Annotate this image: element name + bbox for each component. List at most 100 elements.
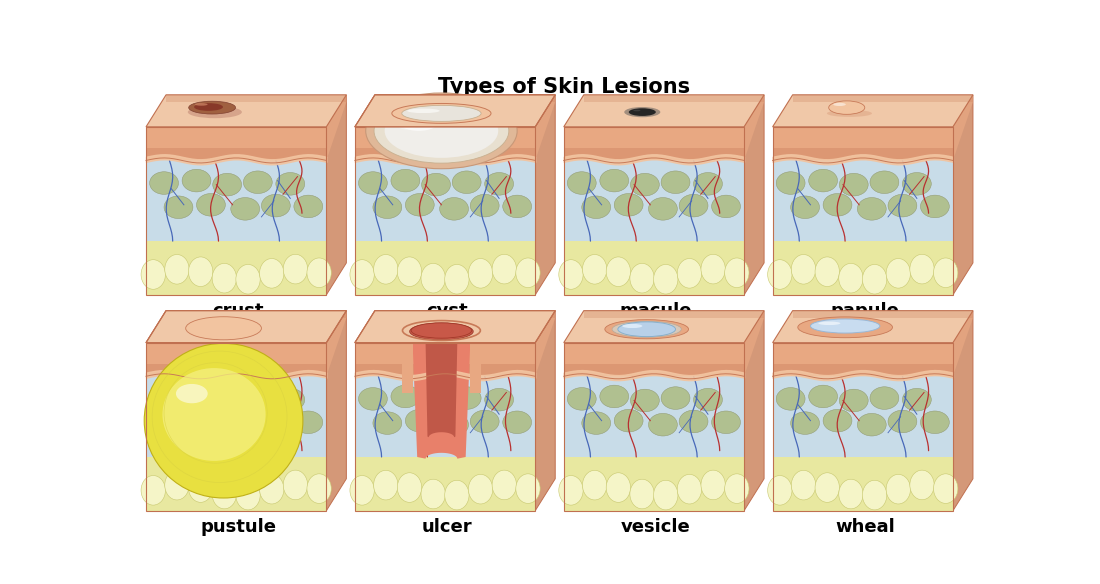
Ellipse shape <box>440 413 469 436</box>
Ellipse shape <box>350 475 374 505</box>
Ellipse shape <box>183 385 211 408</box>
Bar <box>146 457 327 511</box>
Ellipse shape <box>469 474 493 504</box>
Ellipse shape <box>921 195 949 218</box>
Polygon shape <box>327 311 346 511</box>
Ellipse shape <box>921 411 949 433</box>
Ellipse shape <box>262 194 290 217</box>
Ellipse shape <box>838 263 864 293</box>
Bar <box>563 376 744 457</box>
Ellipse shape <box>260 474 284 504</box>
Ellipse shape <box>625 107 660 117</box>
Ellipse shape <box>409 323 473 340</box>
Polygon shape <box>146 95 346 127</box>
Bar <box>772 457 953 511</box>
Bar <box>355 363 536 376</box>
Ellipse shape <box>791 255 816 284</box>
Ellipse shape <box>175 375 272 466</box>
Bar <box>772 343 953 511</box>
Ellipse shape <box>421 389 450 412</box>
Ellipse shape <box>164 196 192 218</box>
Polygon shape <box>355 311 556 343</box>
Ellipse shape <box>165 255 189 284</box>
Polygon shape <box>953 95 972 295</box>
Ellipse shape <box>294 411 322 433</box>
Ellipse shape <box>777 388 805 410</box>
Ellipse shape <box>188 257 212 287</box>
Ellipse shape <box>150 388 178 410</box>
Ellipse shape <box>678 259 702 288</box>
Bar <box>563 127 744 295</box>
Polygon shape <box>744 311 764 376</box>
Ellipse shape <box>712 195 740 218</box>
Ellipse shape <box>910 254 934 284</box>
Ellipse shape <box>777 172 805 194</box>
Bar <box>355 343 536 376</box>
Ellipse shape <box>791 412 820 434</box>
Ellipse shape <box>887 259 911 288</box>
Ellipse shape <box>606 257 630 287</box>
Polygon shape <box>426 343 458 437</box>
Bar <box>772 343 953 376</box>
Ellipse shape <box>701 254 725 284</box>
Ellipse shape <box>163 368 265 461</box>
Ellipse shape <box>188 106 242 118</box>
Ellipse shape <box>485 172 514 195</box>
Ellipse shape <box>503 195 531 218</box>
Ellipse shape <box>679 410 708 433</box>
Bar <box>355 148 536 161</box>
Ellipse shape <box>397 257 421 287</box>
Ellipse shape <box>768 260 792 289</box>
Ellipse shape <box>452 387 481 409</box>
Ellipse shape <box>195 103 208 106</box>
Ellipse shape <box>582 196 610 218</box>
Ellipse shape <box>910 470 934 500</box>
Ellipse shape <box>791 196 820 218</box>
Ellipse shape <box>374 255 398 284</box>
Bar <box>772 363 953 376</box>
Ellipse shape <box>839 173 868 196</box>
Polygon shape <box>166 311 346 318</box>
Ellipse shape <box>231 197 260 220</box>
Ellipse shape <box>606 473 630 502</box>
Ellipse shape <box>559 260 583 289</box>
Ellipse shape <box>614 409 644 432</box>
Polygon shape <box>327 311 346 376</box>
Ellipse shape <box>701 470 725 500</box>
Ellipse shape <box>582 412 610 434</box>
Ellipse shape <box>583 255 607 284</box>
Ellipse shape <box>197 409 226 432</box>
Ellipse shape <box>235 265 261 294</box>
Ellipse shape <box>197 193 226 216</box>
Polygon shape <box>536 95 556 161</box>
Bar <box>563 457 744 511</box>
Bar <box>146 161 327 241</box>
Ellipse shape <box>359 172 387 194</box>
Ellipse shape <box>649 197 678 220</box>
Ellipse shape <box>283 254 308 284</box>
Polygon shape <box>355 95 556 127</box>
Ellipse shape <box>260 259 284 288</box>
Ellipse shape <box>189 101 235 114</box>
Bar <box>355 457 536 511</box>
Ellipse shape <box>630 263 654 293</box>
Ellipse shape <box>815 257 839 287</box>
Ellipse shape <box>568 388 596 410</box>
Polygon shape <box>377 100 506 116</box>
Bar <box>563 241 744 295</box>
Ellipse shape <box>276 172 305 195</box>
Polygon shape <box>375 311 556 318</box>
Bar <box>563 343 744 376</box>
Polygon shape <box>471 343 481 393</box>
Ellipse shape <box>141 475 165 505</box>
Bar <box>355 241 536 295</box>
Polygon shape <box>146 311 346 343</box>
Bar <box>146 363 327 376</box>
Ellipse shape <box>373 412 402 434</box>
Ellipse shape <box>649 413 678 436</box>
Ellipse shape <box>231 413 260 436</box>
Ellipse shape <box>485 388 514 411</box>
Ellipse shape <box>390 385 420 408</box>
Ellipse shape <box>811 319 880 333</box>
Ellipse shape <box>165 470 189 500</box>
